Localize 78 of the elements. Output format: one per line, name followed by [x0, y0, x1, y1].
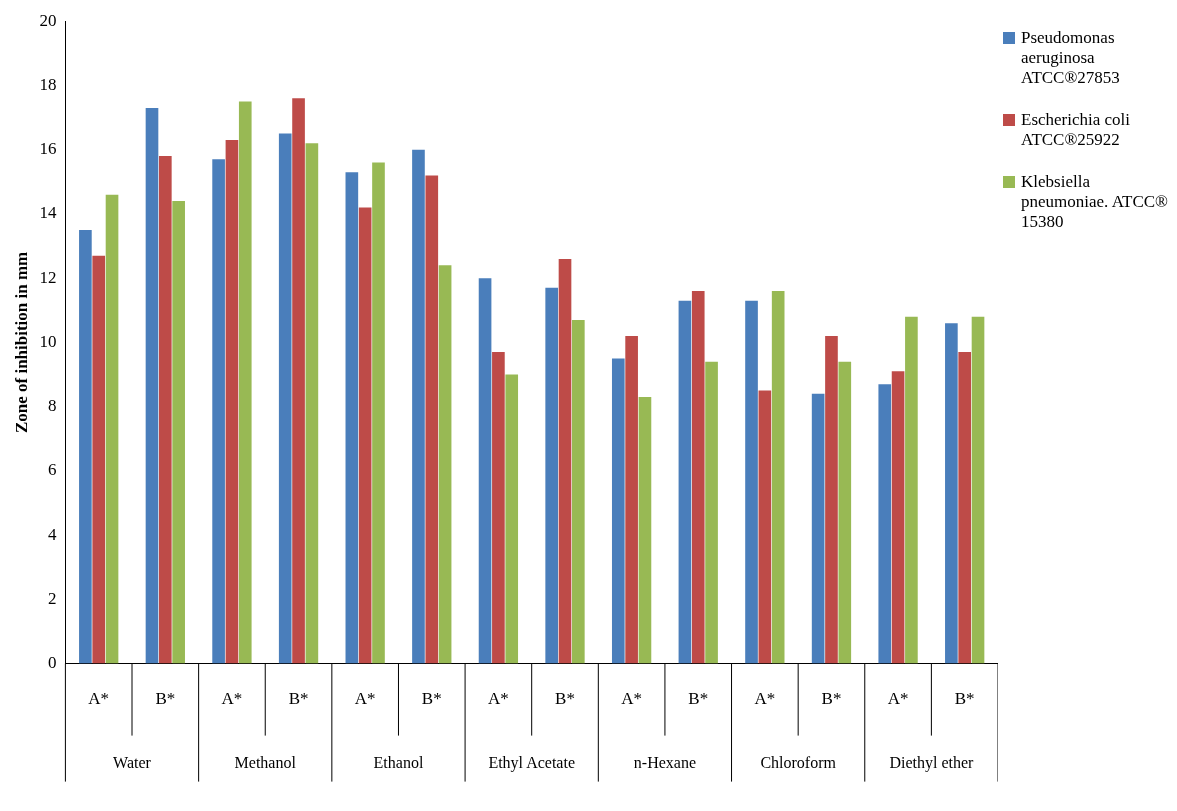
y-axis-title: Zone of inhibition in mm [11, 251, 31, 434]
bar [492, 352, 505, 664]
y-tick-label: 20 [39, 10, 57, 30]
bar [372, 162, 385, 664]
y-tick-label: 2 [47, 588, 57, 608]
text: Water [113, 753, 152, 771]
bar [971, 316, 985, 664]
bar [238, 101, 252, 664]
bar [425, 175, 439, 664]
y-tick-label: 8 [47, 396, 57, 416]
bar [625, 335, 638, 664]
text: Methanol [234, 753, 297, 771]
bar [505, 374, 519, 664]
bar [758, 390, 772, 664]
bar [92, 255, 106, 664]
bar [172, 201, 185, 664]
bar [958, 352, 972, 664]
bar [212, 159, 225, 664]
x-tick-label: B* [821, 689, 842, 709]
bar [358, 207, 372, 664]
text: Diethyl ether [889, 753, 975, 772]
legend-label: Escherichia coli ATCC®25922 [1021, 110, 1132, 150]
x-tick-label: A* [221, 689, 243, 709]
bar [771, 291, 785, 664]
bar [305, 143, 319, 664]
bar [412, 149, 425, 664]
bar [478, 278, 492, 664]
text: Chloroform [760, 753, 837, 771]
x-tick-label: A* [88, 689, 110, 709]
bar [79, 229, 92, 664]
bar [292, 98, 305, 664]
x-tick-label: A* [754, 689, 776, 709]
legend-label: Pseudomonas aeruginosa ATCC®27853 [1021, 28, 1121, 88]
y-tick-label: 18 [39, 74, 57, 94]
x-tick-label: B* [954, 689, 975, 709]
bar [572, 319, 585, 664]
bar [225, 140, 239, 664]
x-tick-label: B* [421, 689, 442, 709]
bar [945, 323, 958, 664]
bar [825, 335, 838, 664]
bar [891, 371, 905, 664]
y-tick-label: 16 [39, 139, 57, 159]
bar [905, 316, 918, 664]
legend-label: Klebsiella pneumoniae. ATCC® 15380 [1021, 172, 1169, 232]
x-tick-label: A* [488, 689, 509, 709]
bar [438, 265, 452, 664]
bar [145, 107, 159, 664]
bar [745, 300, 758, 664]
bar [158, 156, 172, 664]
bar [838, 361, 852, 664]
y-tick-label: 4 [47, 524, 57, 544]
x-tick-label: B* [555, 689, 575, 709]
text: Ethanol [373, 753, 424, 771]
y-tick-label: 0 [47, 653, 57, 673]
bar [878, 384, 892, 664]
bar [278, 133, 292, 664]
x-tick-label: B* [688, 689, 709, 709]
y-tick-label: 12 [39, 267, 57, 287]
bar [105, 194, 119, 664]
y-tick-label: 6 [47, 460, 57, 480]
bar [678, 300, 692, 664]
bar [345, 172, 359, 664]
x-tick-label: A* [887, 689, 909, 709]
text: Ethyl Acetate [488, 753, 576, 772]
y-tick-label: 10 [39, 331, 57, 351]
y-tick-label: 14 [39, 203, 57, 223]
x-tick-label: A* [621, 689, 643, 709]
bar [811, 393, 825, 664]
text: n-Hexane [633, 753, 697, 771]
bar [638, 397, 652, 664]
bar [705, 361, 718, 664]
bar [691, 291, 705, 664]
x-tick-label: A* [354, 689, 376, 709]
bar [611, 358, 625, 664]
bar [558, 258, 572, 664]
x-tick-label: B* [288, 689, 309, 709]
bar [545, 287, 559, 664]
x-tick-label: B* [155, 689, 176, 709]
